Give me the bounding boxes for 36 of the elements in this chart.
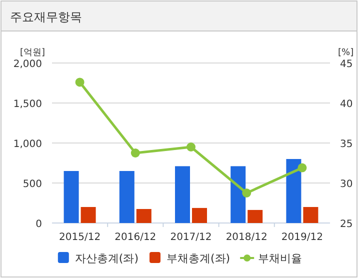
point: [186, 142, 196, 152]
y2-tick-label: 35: [340, 139, 353, 150]
y2-axis-title: [%]: [338, 48, 354, 58]
y-tick-label: 500: [22, 179, 42, 190]
bar: [175, 166, 190, 223]
y-axis-title: [억원]: [20, 48, 46, 58]
legend-label: 자산총계(좌): [74, 252, 138, 265]
y-tick-label: 1,000: [13, 139, 42, 150]
x-tick-label: 2015/12: [59, 232, 101, 243]
bar: [248, 210, 263, 223]
y2-tick-label: 45: [340, 59, 353, 70]
y2-tick-label: 30: [340, 179, 353, 190]
legend-label: 부채총계(좌): [166, 252, 230, 265]
point: [130, 148, 140, 158]
point: [298, 163, 307, 172]
bar: [64, 171, 79, 223]
chart-title: 주요재무항목: [10, 10, 82, 24]
bar: [303, 207, 318, 223]
x-tick-label: 2016/12: [114, 232, 156, 243]
point: [242, 188, 252, 198]
y2-tick-label: 25: [340, 219, 353, 230]
bar: [230, 166, 246, 223]
x-tick-label: 2019/12: [281, 232, 323, 243]
y2-tick-label: 40: [340, 99, 353, 110]
y-tick-label: 1,500: [13, 99, 42, 110]
x-tick-label: 2017/12: [170, 232, 212, 243]
bar: [136, 209, 152, 223]
y-tick-label: 2,000: [13, 59, 42, 70]
y-tick-label: 0: [36, 219, 42, 230]
x-tick-label: 2018/12: [226, 232, 268, 243]
legend-label: 부채비율: [258, 252, 302, 265]
bar: [80, 207, 96, 223]
bar: [286, 159, 302, 223]
point: [75, 78, 84, 87]
bar: [192, 208, 207, 223]
bar: [119, 171, 134, 223]
